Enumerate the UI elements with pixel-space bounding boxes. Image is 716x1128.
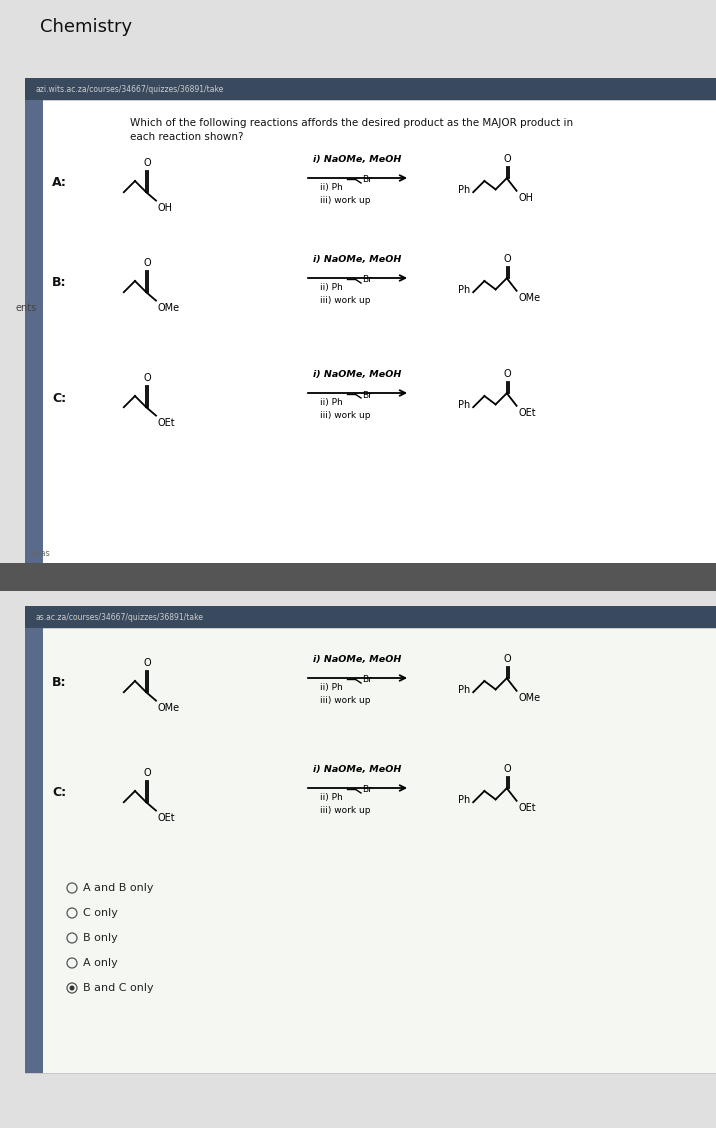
Text: iii) work up: iii) work up — [320, 296, 370, 305]
Text: Chemistry: Chemistry — [40, 18, 132, 36]
Text: ii) Ph: ii) Ph — [320, 398, 343, 407]
Text: nvas: nvas — [30, 549, 50, 558]
Text: OEt: OEt — [158, 812, 175, 822]
Text: iii) work up: iii) work up — [320, 696, 370, 705]
Text: OEt: OEt — [158, 417, 175, 428]
Text: i) NaOMe, MeOH: i) NaOMe, MeOH — [313, 655, 401, 664]
Text: ii) Ph: ii) Ph — [320, 183, 343, 192]
Text: iii) work up: iii) work up — [320, 807, 370, 816]
Text: Br: Br — [362, 275, 372, 284]
Text: OH: OH — [518, 193, 533, 203]
Text: Br: Br — [362, 390, 372, 399]
Bar — [25, 628, 716, 1073]
Text: i) NaOMe, MeOH: i) NaOMe, MeOH — [313, 765, 401, 774]
Bar — [25, 100, 716, 563]
Text: O: O — [143, 258, 151, 268]
Text: Ph: Ph — [458, 400, 470, 411]
Text: A and B only: A and B only — [83, 883, 153, 893]
Text: OMe: OMe — [158, 703, 180, 713]
Text: Br: Br — [362, 785, 372, 794]
Text: OEt: OEt — [518, 408, 536, 417]
Text: iii) work up: iii) work up — [320, 196, 370, 205]
Text: O: O — [504, 369, 512, 379]
Text: OH: OH — [158, 203, 173, 212]
Text: ii) Ph: ii) Ph — [320, 793, 343, 802]
Bar — [25, 78, 716, 100]
Text: each reaction shown?: each reaction shown? — [130, 132, 243, 142]
Text: OMe: OMe — [518, 693, 541, 703]
Text: i) NaOMe, MeOH: i) NaOMe, MeOH — [313, 370, 401, 379]
Text: ii) Ph: ii) Ph — [320, 682, 343, 691]
Text: ents: ents — [15, 303, 37, 314]
Text: Ph: Ph — [458, 685, 470, 695]
Text: OMe: OMe — [518, 293, 541, 302]
Text: i) NaOMe, MeOH: i) NaOMe, MeOH — [313, 155, 401, 164]
Text: C only: C only — [83, 908, 118, 918]
Bar — [25, 606, 716, 628]
Text: O: O — [504, 155, 512, 164]
Text: OEt: OEt — [518, 803, 536, 813]
Text: C:: C: — [52, 786, 66, 800]
Text: Ph: Ph — [458, 795, 470, 805]
Text: i) NaOMe, MeOH: i) NaOMe, MeOH — [313, 255, 401, 264]
Text: B and C only: B and C only — [83, 982, 154, 993]
Text: O: O — [143, 768, 151, 778]
Bar — [25, 628, 43, 1073]
Text: azi.wits.ac.za/courses/34667/quizzes/36891/take: azi.wits.ac.za/courses/34667/quizzes/368… — [35, 85, 223, 94]
Text: O: O — [504, 654, 512, 664]
Text: O: O — [143, 659, 151, 668]
Text: ii) Ph: ii) Ph — [320, 283, 343, 292]
Bar — [0, 563, 716, 591]
Text: Ph: Ph — [458, 285, 470, 296]
Text: O: O — [143, 373, 151, 384]
Text: Br: Br — [362, 176, 372, 185]
Text: iii) work up: iii) work up — [320, 411, 370, 420]
Circle shape — [69, 986, 74, 990]
Text: B:: B: — [52, 677, 67, 689]
Text: A:: A: — [52, 176, 67, 190]
Text: A only: A only — [83, 958, 117, 968]
Text: O: O — [504, 764, 512, 774]
Text: B only: B only — [83, 933, 117, 943]
Text: B:: B: — [52, 276, 67, 290]
Text: O: O — [504, 254, 512, 264]
Text: as.ac.za/courses/34667/quizzes/36891/take: as.ac.za/courses/34667/quizzes/36891/tak… — [35, 613, 203, 622]
Bar — [25, 100, 43, 563]
Text: Br: Br — [362, 676, 372, 685]
Text: OMe: OMe — [158, 302, 180, 312]
Text: Which of the following reactions affords the desired product as the MAJOR produc: Which of the following reactions affords… — [130, 118, 573, 127]
Text: Ph: Ph — [458, 185, 470, 195]
Text: C:: C: — [52, 391, 66, 405]
Text: O: O — [143, 158, 151, 168]
